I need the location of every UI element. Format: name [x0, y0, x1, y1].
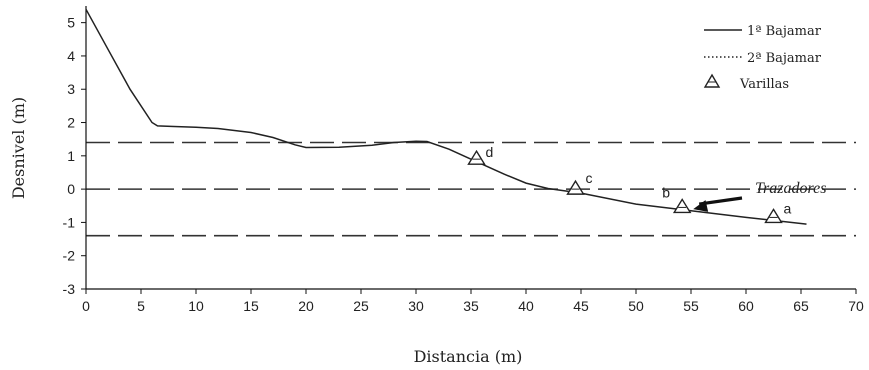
x-tick-label: 45: [573, 298, 589, 314]
x-tick-label: 30: [408, 298, 424, 314]
annotation-arrow-shaft: [698, 196, 743, 206]
legend-label-3: Varillas: [739, 77, 789, 92]
y-tick-label: -1: [63, 214, 76, 230]
x-tick-label: 10: [188, 298, 204, 314]
markers-layer: d c b a: [467, 144, 792, 224]
y-tick-label: -3: [63, 281, 76, 297]
x-tick-label: 55: [683, 298, 699, 314]
annotation-text: Trazadores: [755, 180, 826, 197]
marker-triangle: [566, 179, 585, 195]
marker-label: b: [662, 184, 670, 200]
reference-lines: [86, 141, 856, 237]
annotation-arrow-head: [693, 200, 709, 212]
x-tick-label: 35: [463, 298, 479, 314]
legend: 1ª Bajamar 2ª Bajamar Varillas: [703, 24, 822, 92]
legend-label-2: 2ª Bajamar: [747, 51, 822, 66]
y-tick-label: 1: [67, 148, 75, 164]
x-tick-label: 20: [298, 298, 314, 314]
y-tick-label: 4: [67, 48, 75, 64]
y-tick-label: 3: [67, 81, 75, 97]
marker-label: d: [486, 144, 494, 160]
x-tick-label: 5: [137, 298, 145, 314]
x-tick-label: 70: [848, 298, 864, 314]
x-axis-label: Distancia (m): [414, 347, 523, 366]
x-tick-label: 65: [793, 298, 809, 314]
axes: [85, 6, 856, 290]
x-tick-label: 15: [243, 298, 259, 314]
y-ticks: -3 -2 -1 0 1 2 3 4 5: [63, 15, 86, 297]
x-tick-label: 60: [738, 298, 754, 314]
x-tick-label: 25: [353, 298, 369, 314]
marker-label: a: [784, 200, 792, 216]
marker-triangle: [467, 149, 486, 165]
x-ticks: 0 5 10 15 20 25 30 35 40 45 50 55 60 65 70: [82, 289, 864, 314]
x-tick-label: 40: [518, 298, 534, 314]
legend-triangle-icon: [703, 73, 721, 88]
y-axis-label: Desnivel (m): [9, 97, 28, 199]
y-tick-label: -2: [63, 248, 76, 264]
y-tick-label: 5: [67, 15, 75, 31]
series-layer: [85, 8, 807, 225]
series-line-0: [85, 8, 807, 225]
annotation: Trazadores: [693, 180, 826, 212]
annotation-arrow: [693, 196, 743, 212]
marker-triangle: [672, 198, 692, 214]
marker-label: c: [586, 170, 593, 186]
x-tick-label: 50: [628, 298, 644, 314]
x-tick-label: 0: [82, 298, 90, 314]
marker-triangle: [764, 208, 783, 224]
y-tick-label: 2: [67, 115, 75, 131]
legend-label-1: 1ª Bajamar: [747, 24, 822, 39]
y-tick-label: 0: [67, 181, 75, 197]
